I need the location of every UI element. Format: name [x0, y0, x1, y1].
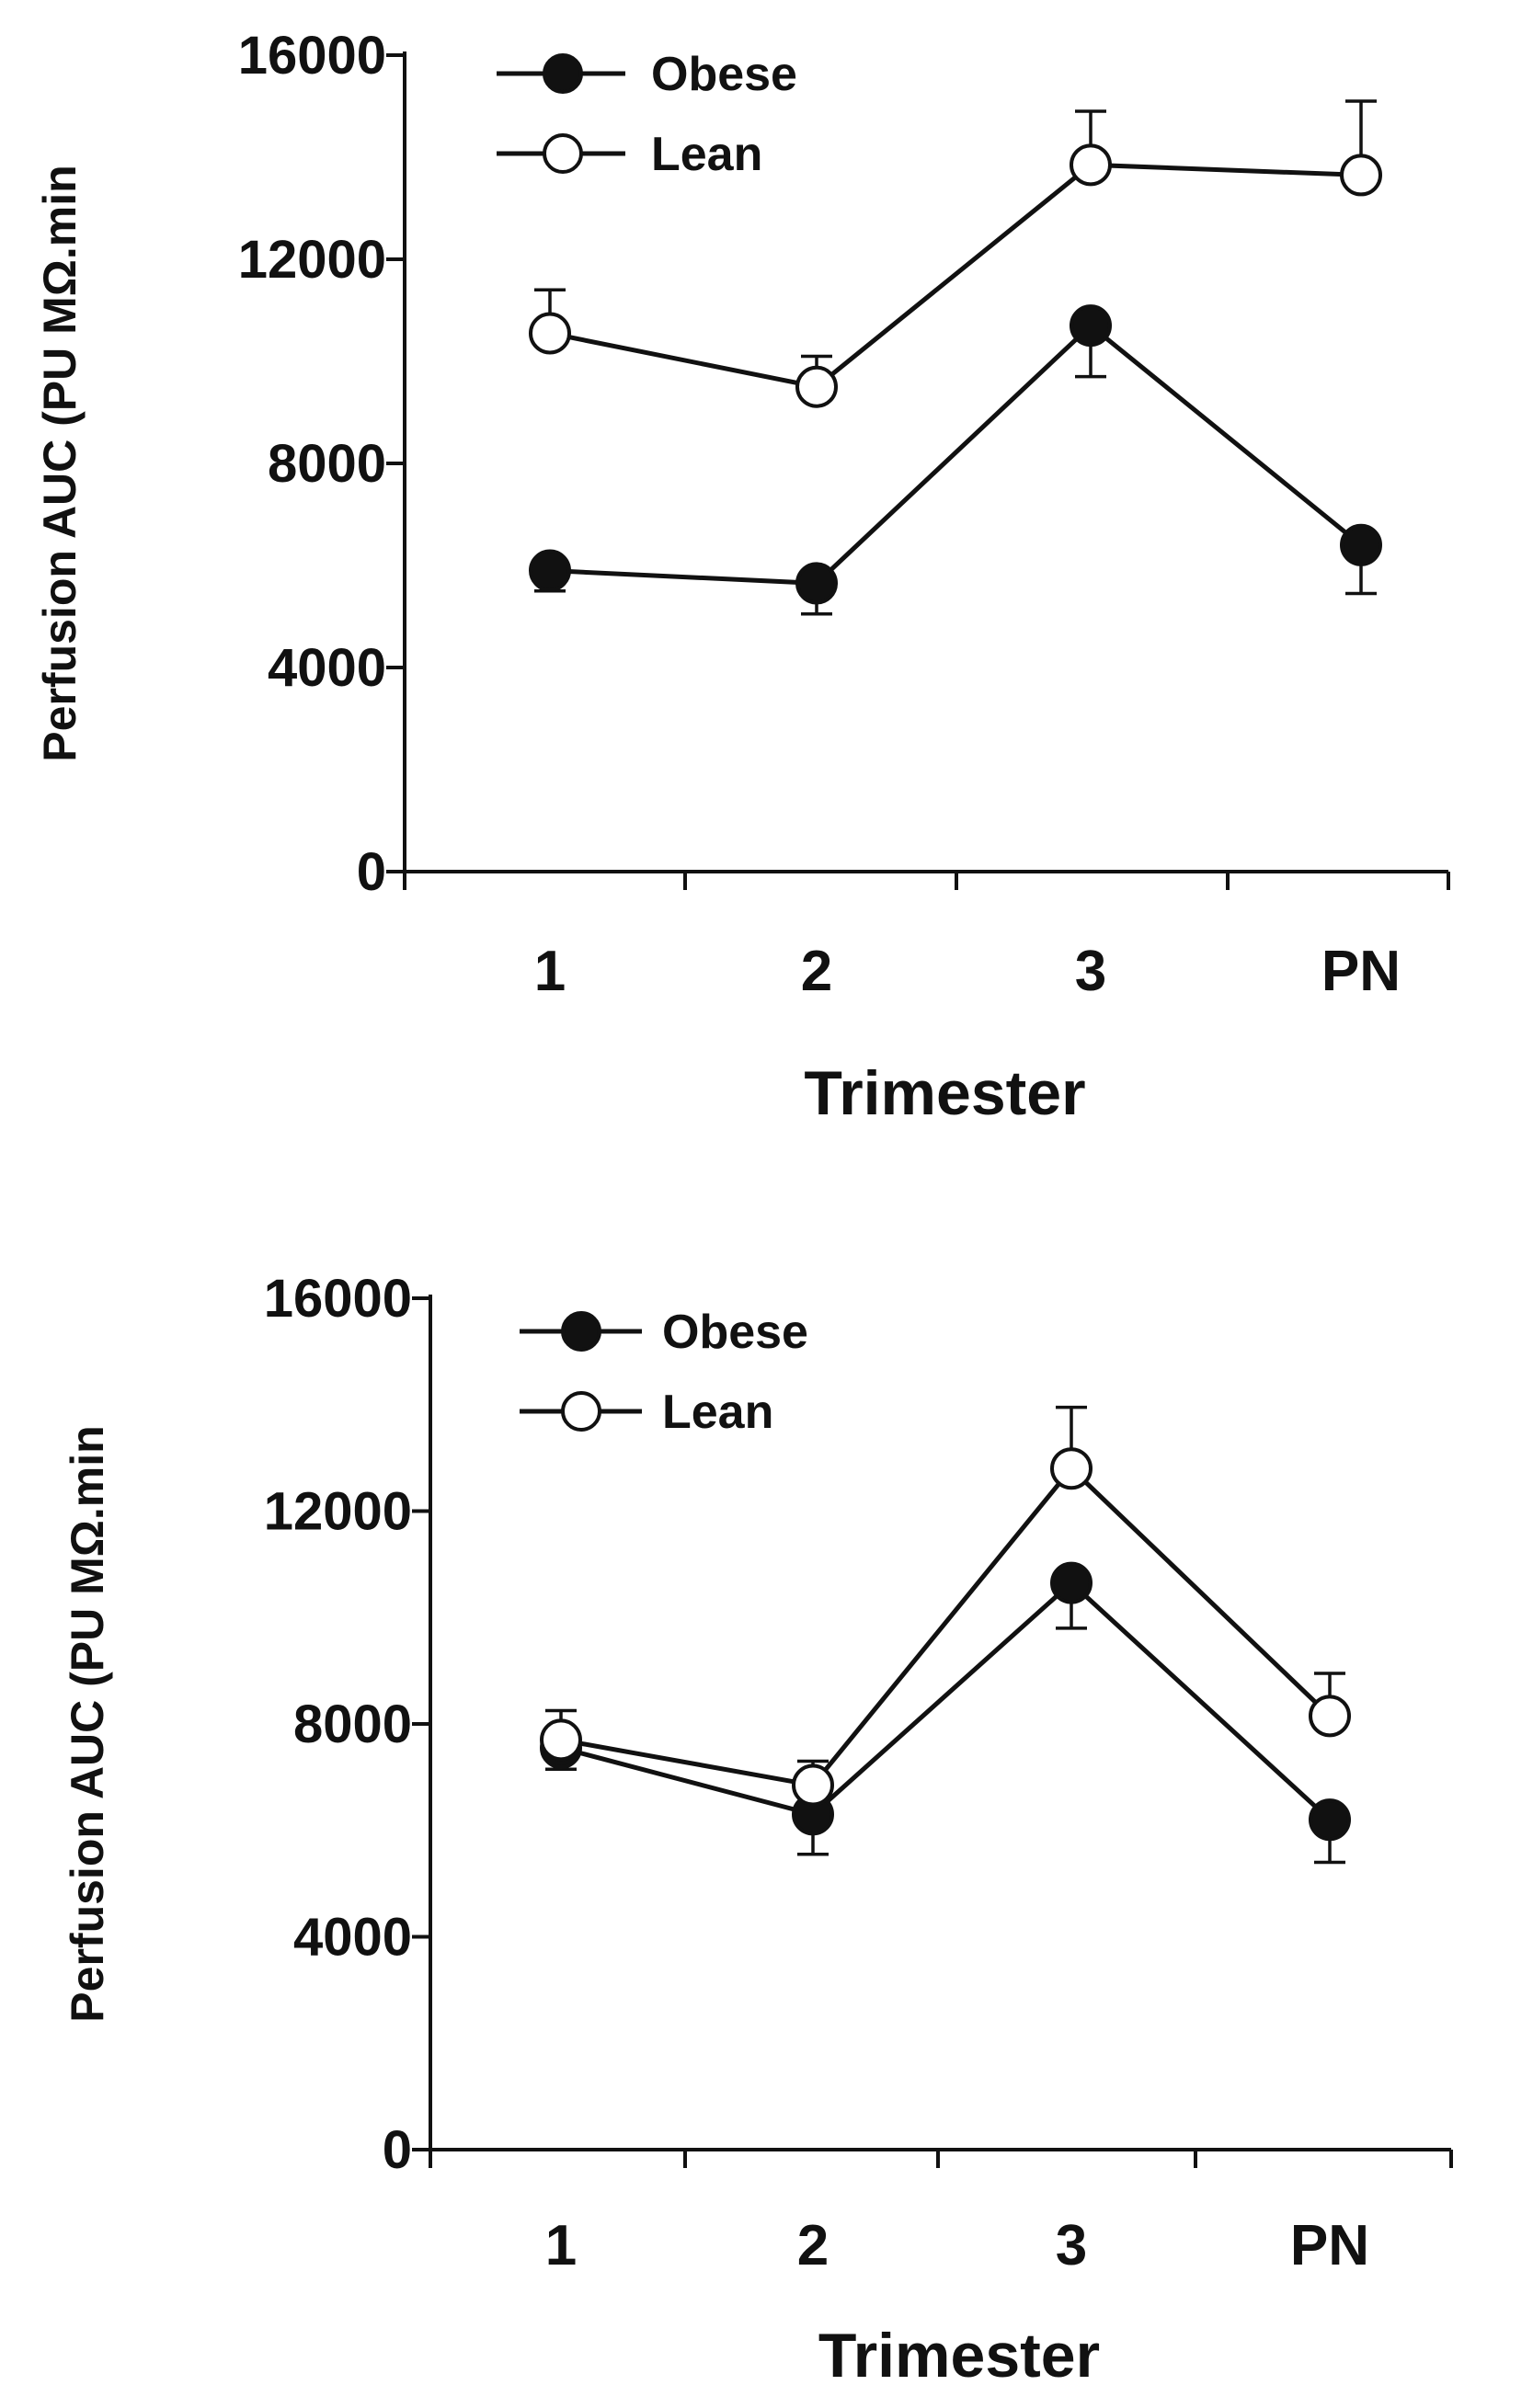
- chart-panel-bottom: 0 4000 8000 12000 16000 1 2 3 PN Trimester Perfusi…: [62, 1269, 1453, 2391]
- chart-0-obese-line: [549, 322, 1363, 586]
- chart-1-y-tick-label-4: 16000: [264, 1269, 412, 1329]
- chart-1-obese-line: [560, 1580, 1332, 1822]
- chart-0-y-tick-label-3: 12000: [238, 230, 386, 290]
- chart-1-lean-point-pn: [1309, 1695, 1351, 1738]
- chart-0-y-tick-label-1: 4000: [268, 638, 386, 698]
- chart-1-legend-lean: Lean: [520, 1386, 773, 1439]
- chart-0-y-axis-label: Perfusion AUC (PU MΩ.min: [34, 165, 86, 761]
- chart-0-legend-obese-marker: [543, 53, 583, 94]
- chart-0-lean-point-pn: [1340, 154, 1382, 197]
- chart-1-obese-point-pn: [1309, 1798, 1351, 1842]
- chart-0-obese-point-pn: [1340, 523, 1382, 566]
- chart-0-legend-lean-marker: [543, 133, 583, 174]
- chart-0-x-tick-label-2: 2: [801, 940, 832, 1003]
- chart-1-y-tick-label-1: 4000: [293, 1908, 412, 1968]
- chart-1-x-tick-label-2: 2: [797, 2214, 829, 2277]
- chart-0-legend-obese: Obese: [497, 48, 797, 101]
- chart-0-x-tick-label-1: 1: [534, 940, 566, 1003]
- chart-0-obese-point-1: [529, 549, 571, 592]
- chart-1-legend-obese-label: Obese: [662, 1306, 808, 1359]
- chart-0-legend-lean: Lean: [497, 128, 762, 181]
- chart-1-lean-point-2: [792, 1763, 834, 1807]
- chart-0-legend-lean-label: Lean: [651, 128, 762, 181]
- chart-1-y-tick-label-0: 0: [383, 2120, 412, 2180]
- chart-0-legend-obese-label: Obese: [651, 48, 797, 101]
- chart-1-x-tick-label-pn: PN: [1290, 2214, 1369, 2277]
- chart-0-series-lean: [529, 99, 1382, 408]
- chart-0-x-axis-label: Trimester: [804, 1058, 1085, 1128]
- chart-1-x-tick-label-1: 1: [545, 2214, 577, 2277]
- chart-0-x-tick-label-3: 3: [1075, 940, 1106, 1003]
- chart-1-y-axis-label: Perfusion AUC (PU MΩ.min: [62, 1425, 113, 2022]
- chart-1-legend-obese-marker: [561, 1311, 601, 1352]
- chart-1-obese-point-3: [1050, 1561, 1093, 1604]
- chart-0-obese-point-3: [1070, 304, 1112, 348]
- chart-1-legend-obese: Obese: [520, 1306, 808, 1359]
- chart-1-y-tick-label-3: 12000: [264, 1482, 412, 1542]
- chart-1-series-obese: [540, 1561, 1351, 1865]
- chart-0-obese-point-2: [795, 562, 838, 605]
- chart-0-lean-point-2: [795, 365, 838, 408]
- chart-1-series-lean: [540, 1405, 1351, 1807]
- chart-0-y-tick-label-4: 16000: [238, 26, 386, 86]
- chart-1-x-axis-label: Trimester: [818, 2321, 1100, 2391]
- chart-1-legend-lean-label: Lean: [662, 1386, 773, 1439]
- chart-1-x-tick-label-3: 3: [1056, 2214, 1087, 2277]
- chart-0-lean-line: [549, 162, 1362, 390]
- chart-0-lean-point-1: [529, 312, 571, 355]
- chart-1-lean-point-3: [1050, 1447, 1093, 1490]
- chart-panel-top: 0 4000 8000 12000 16000 1 2 3 PN Trimester Perfusi…: [34, 26, 1450, 1128]
- chart-1-y-tick-label-2: 8000: [293, 1695, 412, 1754]
- chart-0-x-tick-label-pn: PN: [1321, 940, 1401, 1003]
- chart-0-lean-point-3: [1070, 143, 1112, 187]
- chart-1-lean-point-1: [540, 1718, 582, 1762]
- chart-0-y-tick-label-0: 0: [357, 842, 386, 902]
- chart-1-legend-lean-marker: [561, 1391, 601, 1432]
- chart-0-y-tick-label-2: 8000: [268, 434, 386, 494]
- chart-1-lean-line: [560, 1465, 1332, 1788]
- chart-0-series-obese: [529, 304, 1382, 616]
